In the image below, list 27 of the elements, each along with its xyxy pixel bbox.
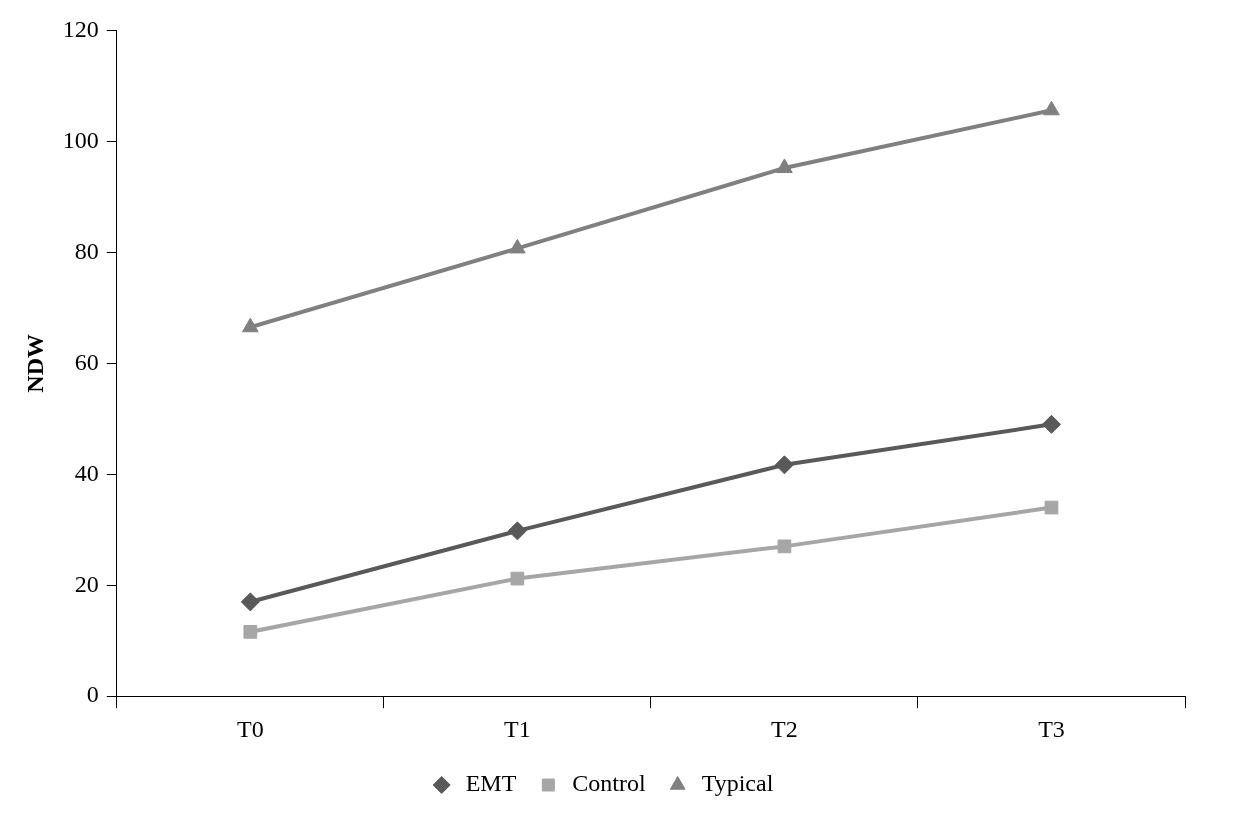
y-tick-label: 60 xyxy=(74,348,99,375)
point xyxy=(1044,500,1059,515)
y-tick-label: 100 xyxy=(62,126,99,153)
point xyxy=(507,521,527,541)
legend-label: Typical xyxy=(701,770,774,797)
y-axis-title: NDW xyxy=(21,333,48,393)
x-tick-label: T3 xyxy=(1038,715,1065,742)
x-tick-label: T2 xyxy=(771,715,798,742)
point xyxy=(509,238,526,254)
point xyxy=(240,592,260,612)
y-tick-label: 80 xyxy=(74,237,99,264)
point xyxy=(777,539,792,554)
point xyxy=(1041,414,1061,434)
y-tick-label: 120 xyxy=(62,15,99,42)
y-tick-label: 20 xyxy=(74,570,99,597)
point xyxy=(242,317,259,333)
x-tick-label: T1 xyxy=(504,715,531,742)
point xyxy=(1043,100,1060,116)
y-tick-label: 0 xyxy=(86,681,99,708)
point xyxy=(510,571,525,586)
y-tick-label: 40 xyxy=(74,459,99,486)
legend-label: Control xyxy=(572,770,647,797)
point xyxy=(776,158,793,173)
x-tick-label: T0 xyxy=(236,715,264,742)
point xyxy=(774,455,794,475)
legend-label: EMT xyxy=(465,770,517,797)
point xyxy=(243,624,258,639)
